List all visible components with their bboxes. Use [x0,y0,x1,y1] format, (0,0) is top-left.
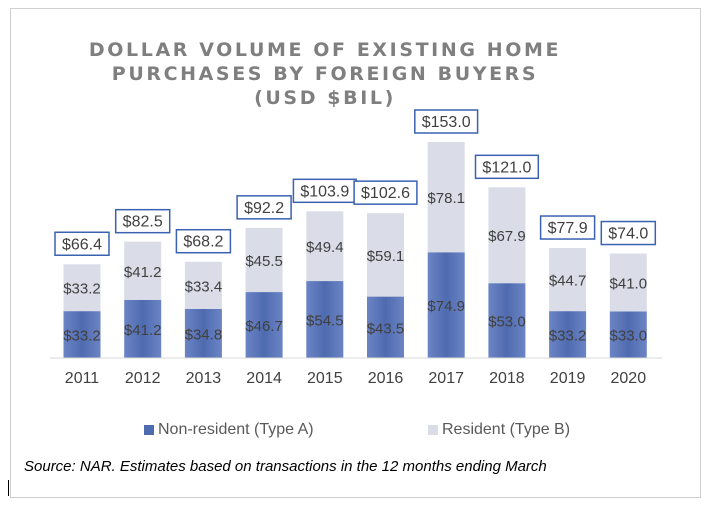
legend-label-resident: Resident (Type B) [442,421,571,438]
total-label-2019: $77.9 [548,220,588,237]
data-label-non-resident-2013: $34.8 [185,326,223,343]
bar-resident-2017 [427,142,465,253]
bar-non-resident-2015 [306,281,344,358]
data-label-non-resident-2020: $33.0 [610,328,648,345]
total-label-2011: $66.4 [62,236,102,253]
x-tick-label-2013: 2013 [186,370,222,387]
bar-resident-2013 [184,261,222,309]
chart-title-line-3: (USD $BIL) [254,87,396,109]
bar-non-resident-2014 [245,292,283,358]
total-label-box-2018 [474,154,540,180]
data-label-resident-2014: $45.5 [245,253,283,270]
data-label-non-resident-2014: $46.7 [245,318,283,335]
chart-title-line-2: PURCHASES BY FOREIGN BUYERS [111,63,539,85]
chart-legend: Non-resident (Type A) Resident (Type B) [0,421,713,443]
data-label-resident-2015: $49.4 [306,239,344,256]
total-label-box-2012 [114,208,171,234]
data-label-resident-2013: $33.4 [185,278,223,295]
total-label-box-2011 [54,231,110,257]
total-label-2013: $68.2 [183,234,223,251]
total-label-2012: $82.5 [123,214,163,231]
bar-non-resident-2016 [367,296,404,358]
chart-title-line-1: DOLLAR VOLUME OF EXISTING HOME [88,39,562,61]
total-label-2018: $121.0 [482,159,531,176]
total-label-box-2020 [600,220,657,246]
chart-title: DOLLAR VOLUME OF EXISTING HOME PURCHASES… [0,38,650,110]
total-label-box-2019 [539,215,596,240]
bar-resident-2015 [306,211,344,282]
total-label-2020: $74.0 [608,226,648,243]
x-tick-label-2017: 2017 [428,370,464,387]
bar-resident-2018 [488,187,526,284]
x-tick-label-2012: 2012 [125,370,161,387]
total-label-2017: $153.0 [422,114,471,131]
bar-non-resident-2017 [427,252,465,358]
total-label-2015: $103.9 [300,183,349,200]
x-tick-label-2015: 2015 [307,370,343,387]
bar-non-resident-2012 [124,299,162,358]
legend-label-non-resident: Non-resident (Type A) [158,421,314,438]
total-label-box-2014 [236,195,292,220]
data-label-resident-2018: $67.9 [488,228,526,245]
bar-non-resident-2019 [549,311,587,358]
x-tick-label-2014: 2014 [246,370,282,387]
legend-swatch-non-resident [144,425,154,435]
legend-item-resident: Resident (Type B) [428,421,570,439]
data-label-resident-2016: $59.1 [367,248,405,265]
x-tick-label-2016: 2016 [368,370,404,387]
bar-resident-2020 [609,253,647,312]
data-label-resident-2020: $41.0 [610,275,648,292]
bar-resident-2011 [63,264,101,312]
source-note: Source: NAR. Estimates based on transact… [24,458,547,475]
x-tick-label-2011: 2011 [65,370,100,387]
x-tick-label-2018: 2018 [489,370,525,387]
bar-non-resident-2011 [63,311,101,358]
bar-resident-2014 [245,227,283,293]
bar-resident-2019 [549,248,587,312]
data-label-resident-2011: $33.2 [63,281,101,298]
bar-non-resident-2018 [488,283,526,358]
bar-non-resident-2020 [609,311,647,358]
x-tick-label-2020: 2020 [611,370,647,387]
data-label-non-resident-2012: $41.2 [124,322,162,339]
bar-resident-2016 [367,213,404,297]
x-tick-label-2019: 2019 [550,370,586,387]
total-label-2014: $92.2 [244,200,284,217]
total-label-box-2016 [353,180,418,205]
data-label-non-resident-2017: $74.9 [427,298,465,315]
bar-resident-2012 [124,241,162,300]
data-label-resident-2012: $41.2 [124,264,162,281]
bar-non-resident-2013 [184,308,222,358]
legend-item-non-resident: Non-resident (Type A) [144,421,314,439]
legend-swatch-resident [428,425,438,435]
data-label-resident-2019: $44.7 [549,273,587,290]
data-label-non-resident-2019: $33.2 [549,328,587,345]
total-label-box-2017 [414,109,479,134]
data-label-non-resident-2018: $53.0 [488,314,526,331]
text-cursor [8,480,9,496]
data-label-non-resident-2016: $43.5 [367,320,405,337]
data-label-non-resident-2015: $54.5 [306,313,344,330]
data-label-non-resident-2011: $33.2 [63,328,101,345]
data-label-resident-2017: $78.1 [427,190,465,207]
total-label-box-2013 [175,228,232,254]
total-label-2016: $102.6 [361,185,410,202]
